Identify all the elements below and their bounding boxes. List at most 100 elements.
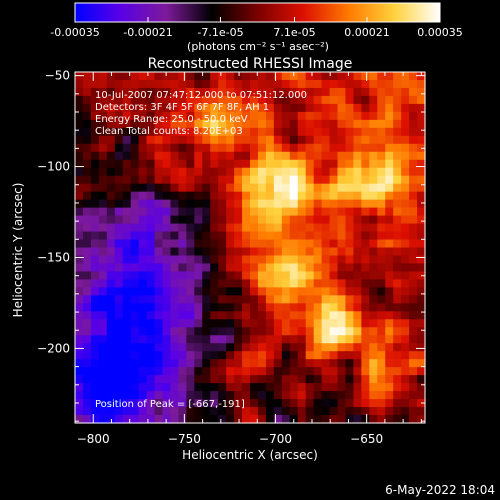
footer-date: 6-May-2022 18:04 — [385, 483, 495, 497]
heatmap-cell — [234, 263, 243, 273]
heatmap-cell — [82, 191, 92, 201]
heatmap-cell — [297, 287, 307, 296]
heatmap-cell — [202, 79, 211, 89]
heatmap-cell — [281, 135, 291, 145]
heatmap-cell — [90, 375, 100, 384]
heatmap-cell — [114, 319, 124, 328]
heatmap-cell — [377, 127, 386, 137]
heatmap-cell — [114, 239, 124, 249]
heatmap-cell — [353, 311, 362, 320]
heatmap-cell — [154, 279, 164, 288]
heatmap-cell — [377, 359, 386, 368]
heatmap-cell — [242, 183, 251, 193]
heatmap-cell — [353, 103, 362, 113]
heatmap-cell — [162, 271, 172, 281]
heatmap-cell — [218, 95, 227, 105]
heatmap-cell — [401, 255, 410, 265]
heatmap-cell — [321, 351, 331, 360]
heatmap-cell — [273, 255, 283, 265]
heatmap-cell — [114, 255, 124, 265]
heatmap-cell — [82, 151, 92, 161]
heatmap-cell — [265, 207, 275, 217]
heatmap-cell — [218, 151, 227, 161]
heatmap-cell — [393, 95, 402, 105]
heatmap-cell — [242, 279, 251, 288]
heatmap-cell — [257, 415, 267, 424]
heatmap-cell — [90, 183, 100, 193]
heatmap-cell — [289, 271, 299, 281]
heatmap-cell — [194, 175, 203, 185]
heatmap-cell — [313, 191, 323, 201]
heatmap-cell — [273, 399, 283, 408]
heatmap-cell — [162, 311, 172, 320]
heatmap-cell — [409, 135, 418, 145]
heatmap-cell — [186, 295, 195, 304]
heatmap-cell — [210, 279, 219, 288]
heatmap-cell — [409, 247, 418, 257]
heatmap-cell — [329, 72, 339, 81]
heatmap-cell — [98, 407, 108, 416]
heatmap-cell — [385, 231, 394, 241]
heatmap-cell — [98, 95, 108, 105]
heatmap-cell — [353, 351, 362, 360]
peak-position-label: Position of Peak = [-667,-191] — [95, 399, 245, 410]
heatmap-cell — [138, 279, 148, 288]
heatmap-cell — [218, 135, 227, 145]
heatmap-cell — [305, 143, 315, 153]
heatmap-cell — [114, 303, 124, 312]
heatmap-cell — [361, 143, 370, 153]
heatmap-cell — [138, 103, 148, 113]
heatmap-cell — [361, 343, 370, 352]
heatmap-cell — [146, 175, 156, 185]
heatmap-cell — [401, 207, 410, 217]
heatmap-cell — [98, 319, 108, 328]
heatmap-cell — [226, 263, 235, 273]
heatmap-cell — [393, 103, 402, 113]
heatmap-cell — [409, 279, 418, 288]
heatmap-cell — [409, 391, 418, 400]
heatmap-cell — [98, 263, 108, 273]
heatmap-cell — [170, 343, 179, 352]
heatmap-cell — [154, 159, 164, 169]
heatmap-cell — [329, 287, 339, 296]
heatmap-cell — [114, 231, 124, 241]
heatmap-cell — [122, 383, 132, 392]
heatmap-cell — [210, 191, 219, 201]
heatmap-cell — [194, 407, 203, 416]
heatmap-cell — [377, 319, 386, 328]
heatmap-cell — [218, 143, 227, 153]
heatmap-cell — [289, 159, 299, 169]
heatmap-cell — [361, 391, 370, 400]
heatmap-cell — [297, 231, 307, 241]
heatmap-cell — [106, 383, 116, 392]
heatmap-cell — [417, 87, 426, 97]
heatmap-cell — [122, 215, 132, 225]
heatmap-cell — [329, 207, 339, 217]
heatmap-cell — [226, 295, 235, 304]
heatmap-cell — [162, 95, 172, 105]
heatmap-cell — [313, 167, 323, 177]
heatmap-cell — [417, 391, 426, 400]
heatmap-cell — [146, 311, 156, 320]
heatmap-cell — [250, 199, 259, 209]
heatmap-cell — [210, 303, 219, 312]
heatmap-cell — [114, 127, 124, 137]
heatmap-cell — [130, 303, 140, 312]
heatmap-cell — [154, 271, 164, 281]
heatmap-cell — [170, 199, 179, 209]
heatmap-cell — [242, 255, 251, 265]
heatmap-cell — [122, 351, 132, 360]
heatmap-cell — [289, 303, 299, 312]
heatmap-cell — [297, 311, 307, 320]
heatmap-cell — [305, 367, 315, 376]
heatmap-cell — [218, 127, 227, 137]
heatmap-cell — [210, 199, 219, 209]
heatmap-cell — [178, 223, 187, 233]
heatmap-cell — [202, 72, 211, 81]
heatmap-cell — [98, 279, 108, 288]
heatmap-cell — [90, 399, 100, 408]
heatmap-cell — [202, 143, 211, 153]
heatmap-cell — [417, 367, 426, 376]
heatmap-cell — [130, 103, 140, 113]
heatmap-cell — [218, 207, 227, 217]
